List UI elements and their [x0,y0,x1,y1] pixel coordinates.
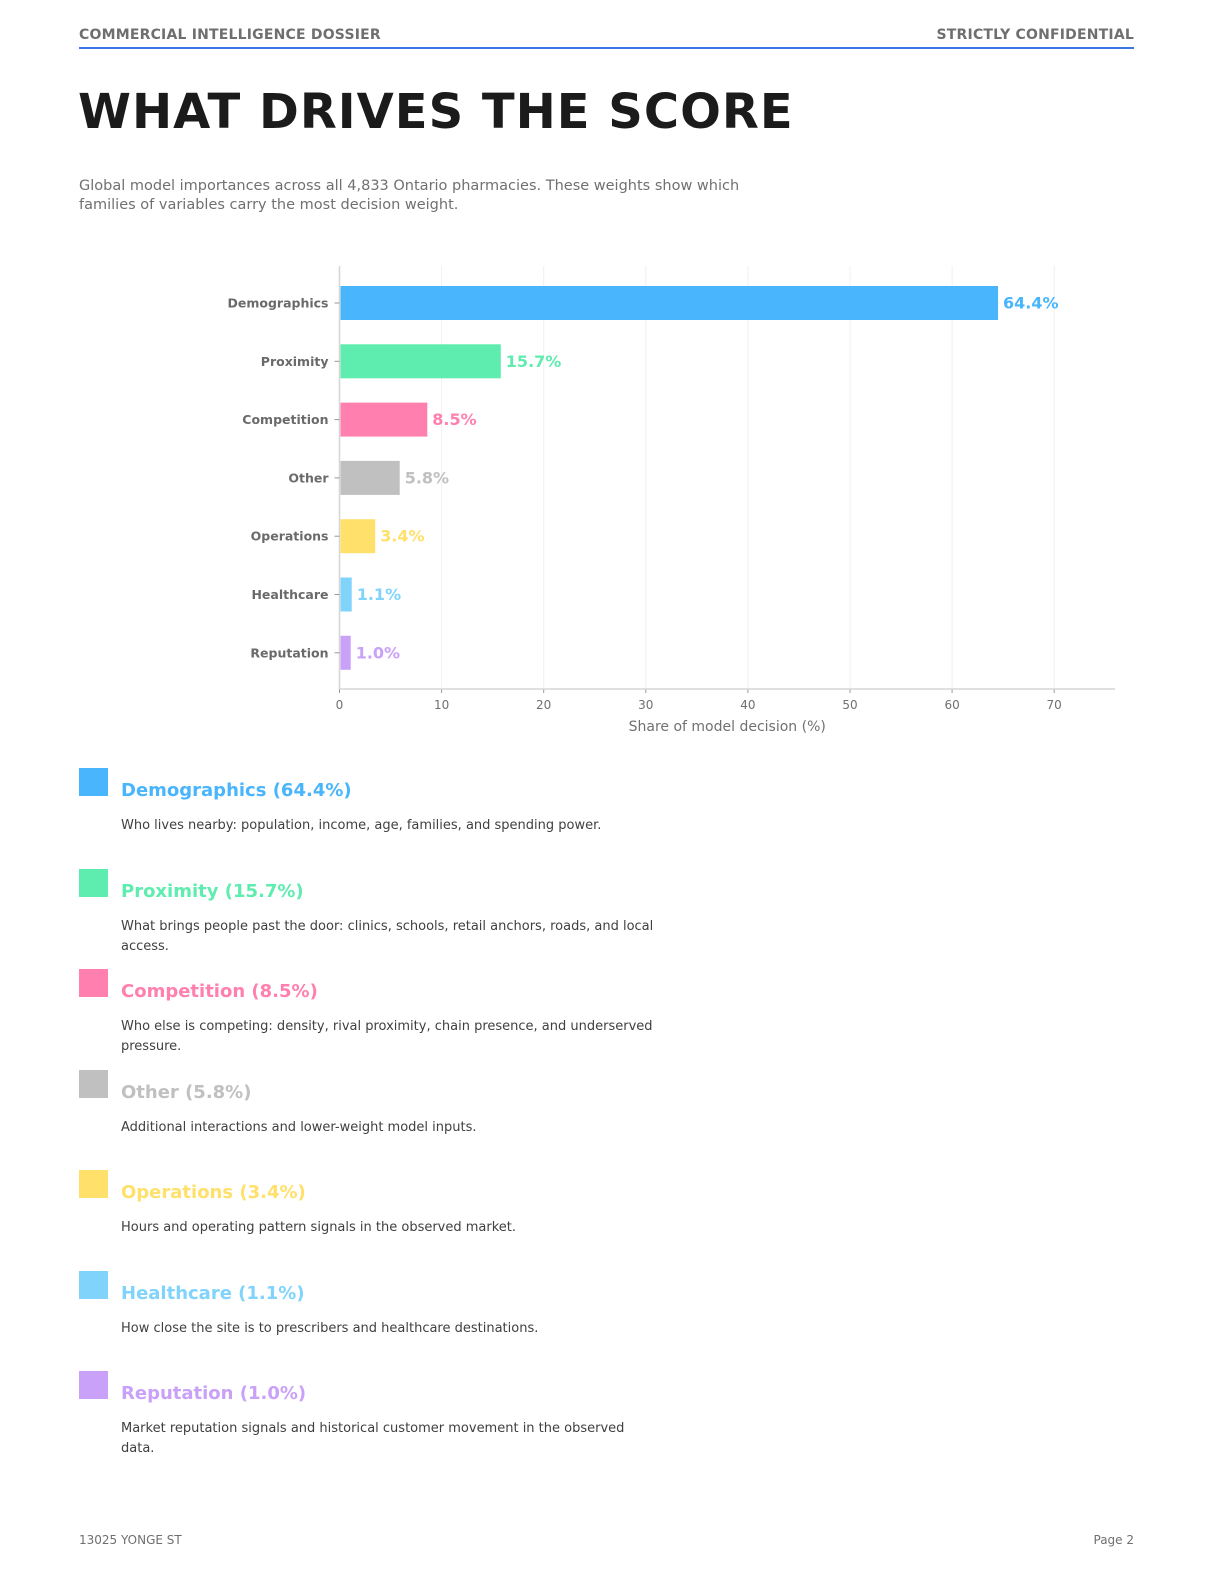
x-tick-label: 60 [944,698,959,712]
legend-swatch [79,1270,108,1299]
value-label: 3.4% [380,527,424,546]
value-label: 1.0% [356,643,400,662]
bar-proximity [340,344,501,379]
x-axis-label: Share of model decision (%) [629,719,826,735]
page-footer: 13025 YONGE ST Page 2 [79,1533,1134,1549]
legend-item-proximity: Proximity (15.7%) What brings people pas… [79,868,699,970]
legend-swatch [79,868,108,897]
footer-address: 13025 YONGE ST [79,1533,182,1547]
legend-swatch [79,768,108,796]
x-tick-label: 30 [638,698,653,712]
legend-title: Proximity (15.7%) [121,880,304,902]
legend-item-operations: Operations (3.4%) Hours and operating pa… [79,1170,699,1271]
legend-item-demographics: Demographics (64.4%) Who lives nearby: p… [79,768,699,869]
category-label: Demographics [228,296,329,311]
header-right-label: STRICTLY CONFIDENTIAL [936,27,1134,43]
legend-item-reputation: Reputation (1.0%) Market reputation sign… [79,1371,699,1472]
legend-title: Operations (3.4%) [121,1182,306,1203]
bar-other [340,460,400,495]
category-label: Proximity [261,354,329,369]
legend-description: Hours and operating pattern signals in t… [121,1220,517,1235]
value-label: 1.1% [357,585,401,604]
x-tick-label: 70 [1047,698,1062,712]
legend-swatch [79,1371,108,1399]
value-label: 8.5% [432,410,476,429]
legend-description: How close the site is to prescribers and… [121,1320,539,1336]
legend-description: Market reputation signals and historical… [121,1421,625,1456]
page-title: WHAT DRIVES THE SCORE [78,84,794,140]
x-tick-label: 40 [740,698,755,712]
x-tick-label: 0 [336,698,344,712]
category-label: Reputation [250,645,328,660]
x-tick-label: 20 [536,698,551,712]
page-number: Page 2 [1093,1533,1135,1547]
category-label: Healthcare [251,587,328,602]
category-label: Other [288,470,329,485]
legend-swatch [79,969,108,997]
x-tick-label: 50 [842,698,857,712]
x-tick-label: 10 [434,698,449,712]
bar-healthcare [340,577,352,612]
legend-swatch [79,1069,108,1098]
value-label: 5.8% [405,468,449,487]
legend-title: Healthcare (1.1%) [121,1282,305,1304]
legend-description: Additional interactions and lower-weight… [121,1119,477,1135]
header-left-label: COMMERCIAL INTELLIGENCE DOSSIER [79,27,381,43]
bar-reputation [340,635,351,670]
importance-bar-chart: 0 10 20 30 40 50 60 70 Demographics 64.4% Proximit… [228,266,1115,735]
legend-description: What brings people past the door: clinic… [121,918,654,954]
intro-text: Global model importances across all 4,83… [79,178,740,213]
legend-title: Competition (8.5%) [121,981,318,1002]
legend-title: Demographics (64.4%) [121,780,352,801]
page-header: COMMERCIAL INTELLIGENCE DOSSIER STRICTLY… [79,27,1134,49]
legend: Demographics (64.4%) Who lives nearby: p… [79,768,699,1472]
value-label: 64.4% [1003,294,1059,313]
bar-operations [340,519,376,554]
legend-item-other: Other (5.8%) Additional interactions and… [79,1069,699,1171]
legend-description: Who lives nearby: population, income, ag… [121,818,602,833]
legend-title: Other (5.8%) [121,1081,252,1103]
legend-description: Who else is competing: density, rival pr… [121,1019,653,1054]
legend-item-healthcare: Healthcare (1.1%) How close the site is … [79,1270,699,1372]
legend-swatch [79,1170,108,1198]
bar-competition [340,402,428,437]
legend-title: Reputation (1.0%) [121,1383,307,1404]
category-label: Competition [242,412,328,427]
legend-item-competition: Competition (8.5%) Who else is competing… [79,969,699,1070]
bar-demographics [340,286,999,320]
value-label: 15.7% [506,352,562,371]
category-label: Operations [251,529,329,544]
